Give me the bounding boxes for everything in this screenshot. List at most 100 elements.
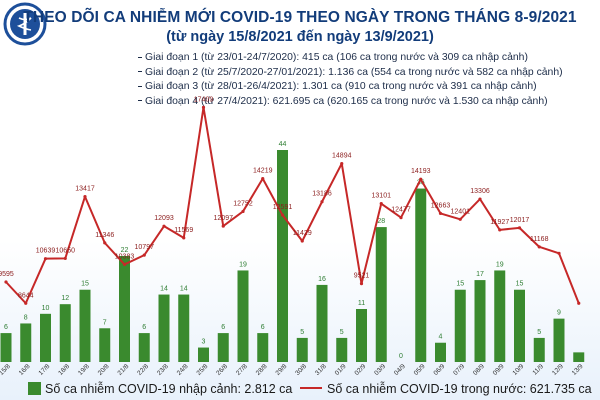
imported-cases-bars [0,150,585,362]
line-label-11/9: 11168 [530,236,549,243]
line-point-07/9 [458,217,462,221]
x-tick-26/8: 26/8 [215,363,229,377]
line-point-06/9 [438,211,443,216]
chart-subtitle: (từ ngày 15/8/2021 đến ngày 13/9/2021) [166,29,434,45]
line-point-03/9 [379,202,383,206]
bar-08/9 [474,280,486,362]
x-tick-25/8: 25/8 [195,363,209,377]
bar-label-15/8: 6 [4,324,8,331]
x-tick-01/9: 01/9 [334,363,348,377]
bar-19/8 [79,289,91,362]
x-tick-19/8: 19/8 [77,363,91,377]
line-point-20/8 [103,241,107,245]
line-label-20/8: 11346 [95,232,114,239]
line-label-24/8: 11569 [174,227,193,234]
line-point-10/9 [517,226,522,230]
x-tick-28/8: 28/8 [255,363,269,377]
bar-label-08/9: 17 [476,271,484,278]
phase-3-text: Giai đoạn 3 (từ 28/01-26/4/2021): 1.301 … [145,81,537,92]
bar-03/9 [375,227,387,362]
bar-22/8 [138,333,150,362]
bar-01/9 [336,337,348,362]
ministry-of-health-logo [3,2,47,51]
line-label-25/8: 17409 [194,96,214,103]
bar-label-23/8: 14 [160,286,168,293]
x-tick-07/9: 07/9 [452,363,466,377]
bar-label-16/8: 8 [24,314,28,321]
bar-label-19/8: 15 [81,281,89,288]
line-point-28/8 [261,177,265,181]
bar-label-20/8: 7 [103,319,107,326]
line-point-04/9 [399,215,403,220]
line-point-19/8 [83,194,87,199]
line-point-18/8 [63,256,67,261]
line-point-23/8 [162,224,166,228]
bar-label-30/8: 5 [300,329,304,336]
bar-13/9 [573,352,585,362]
line-point-27/8 [241,209,245,214]
bar-label-02/9: 11 [358,300,365,307]
line-label-27/8: 12752 [233,200,253,207]
phase-3-summary: Giai đoạn 3 (từ 28/01-26/4/2021): 1.301 … [138,80,563,95]
bar-02/9 [356,309,367,362]
bar-label-25/8: 3 [202,339,206,346]
bar-label-01/9: 5 [340,329,344,336]
domestic-cases-line [5,106,580,305]
x-tick-21/8: 21/8 [116,363,130,377]
line-point-24/8 [182,236,186,240]
x-tick-08/9: 08/9 [472,363,486,377]
bar-label-04/9: 0 [399,353,403,360]
line-label-01/9: 14894 [332,153,352,160]
phase-4-text: Giai đoạn 4 (từ 27/4/2021): 621.695 ca (… [145,95,548,107]
bar-25/8 [198,347,209,362]
line-point-11/9 [537,245,541,249]
bar-label-09/9: 19 [496,261,504,268]
line-point-05/9 [419,177,423,181]
phase-1-text: Giai đoạn 1 (từ 23/01-24/7/2020): 415 ca… [145,52,528,63]
x-tick-17/8: 17/8 [37,363,51,377]
x-tick-29/8: 29/8 [274,363,288,377]
x-tick-04/9: 04/9 [393,363,407,377]
line-label-09/9: 11927 [490,219,509,226]
line-label-21/8: 10383 [115,253,135,260]
bar-15/8 [0,333,12,362]
x-tick-15/8: 15/8 [0,363,12,377]
line-label-18/8: 10650 [56,247,76,254]
line-point-17/8 [43,257,48,261]
bar-label-21/8: 22 [121,247,129,254]
legend-imported-label: Số ca nhiễm COVID-19 nhập cảnh: 2.812 ca [45,382,293,396]
phase-1-summary: Giai đoạn 1 (từ 23/01-24/7/2020): 415 ca… [138,51,563,66]
bar-label-10/9: 15 [516,281,524,288]
line-label-26/8: 12097 [214,215,234,222]
x-tick-05/9: 05/9 [413,363,427,377]
line-label-07/9: 12401 [451,208,471,215]
chart-legend: Số ca nhiễm COVID-19 nhập cảnh: 2.812 ca… [0,378,600,400]
bar-label-31/8: 16 [318,276,326,283]
x-tick-27/8: 27/8 [235,363,249,377]
phase-4-summary: Giai đoạn 4 (từ 27/4/2021): 621.695 ca (… [138,95,563,110]
bar-27/8 [237,270,249,362]
x-tick-06/9: 06/9 [432,363,446,377]
bar-20/8 [99,328,111,362]
chart-title: THEO DÕI CA NHIỄM MỚI COVID-19 THEO NGÀY… [23,9,577,26]
bar-label-28/8: 6 [261,324,265,331]
line-label-19/8: 13417 [75,186,95,193]
legend-domestic-label: Số ca nhiễm COVID-19 trong nước: 621.735… [327,382,592,396]
x-tick-24/8: 24/8 [176,363,190,377]
bar-label-22/8: 6 [142,324,146,331]
line-label-28/8: 14219 [253,168,273,175]
bar-24/8 [178,294,190,362]
line-label-15/8: 9595 [0,271,14,278]
line-label-29/8: 12591 [273,204,293,211]
line-point-16/8 [24,301,28,305]
x-tick-16/8: 16/8 [18,363,32,377]
bar-11/9 [533,337,545,362]
bar-label-17/8: 10 [42,305,50,312]
line-point-15/8 [4,280,8,284]
x-tick-03/9: 03/9 [373,363,387,377]
bar-05/9 [415,188,427,362]
bar-21/8 [119,256,130,362]
bar-label-05/9: 36 [417,180,425,187]
bar-label-18/8: 12 [61,295,69,302]
